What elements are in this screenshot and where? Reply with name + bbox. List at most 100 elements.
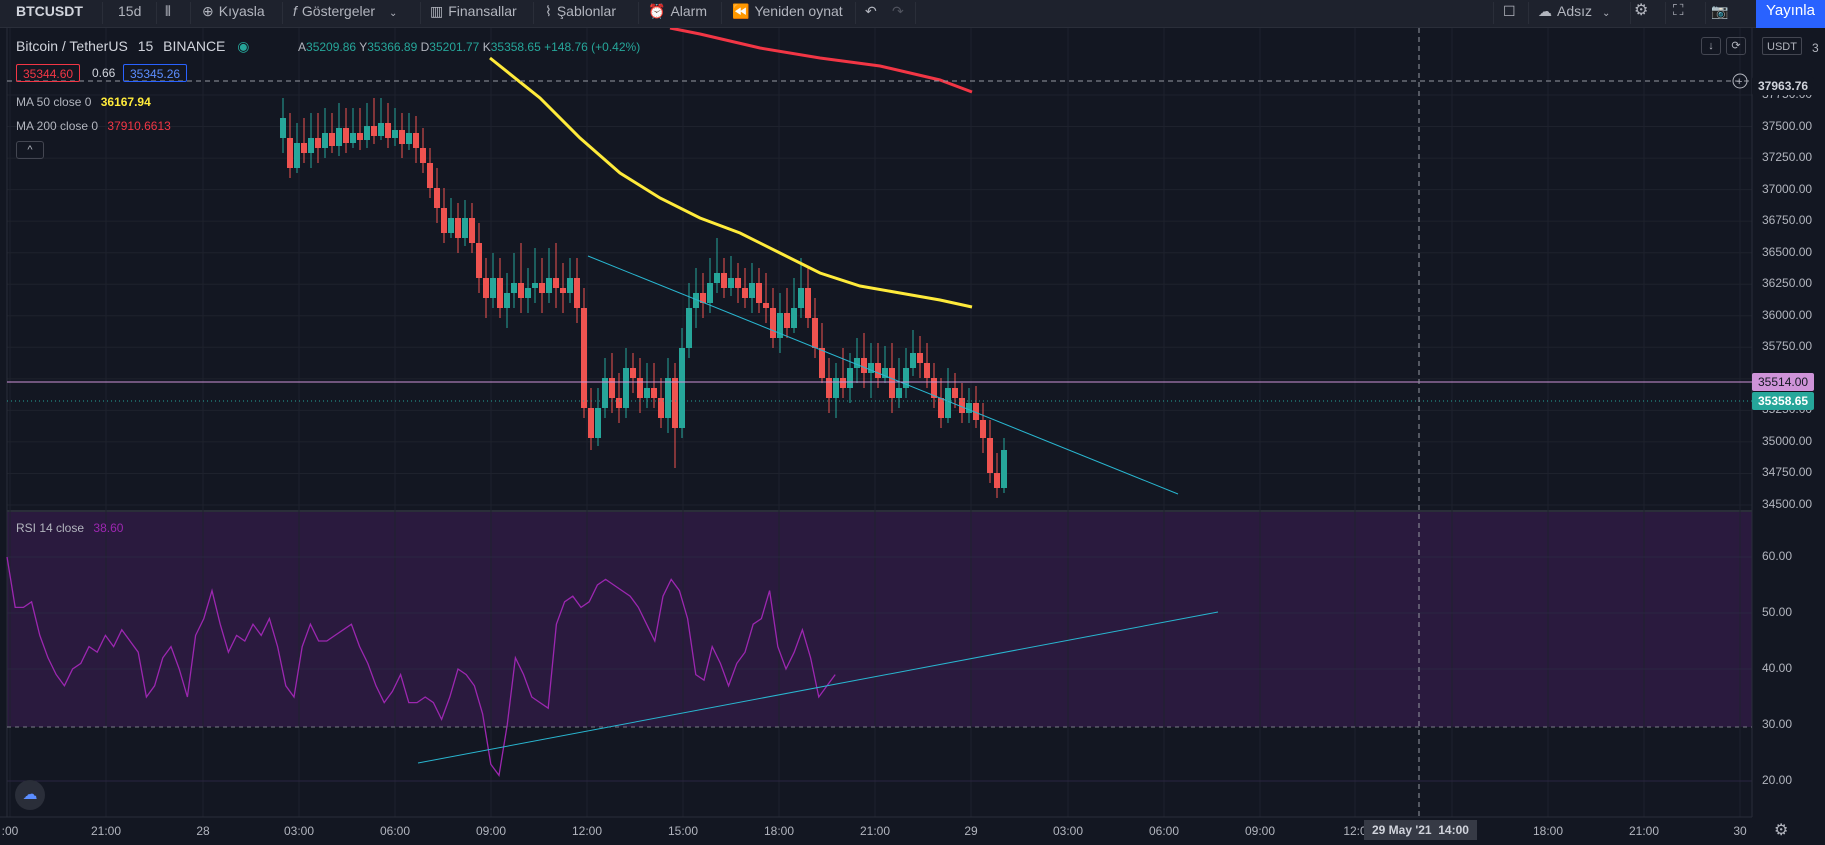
symbol-legend[interactable]: Bitcoin / TetherUS 15 BINANCE ◉ [16, 38, 250, 55]
chart-type-button[interactable]: ⫴ [165, 0, 176, 28]
candle-body [567, 278, 573, 293]
finance-icon: ▥ [430, 3, 444, 19]
divider [915, 2, 916, 24]
candle-body [336, 128, 342, 146]
candle-body [329, 133, 335, 146]
candle-body [917, 353, 923, 363]
scroll-down-button[interactable]: ↓ [1701, 37, 1721, 55]
candle-body [777, 313, 783, 338]
price-tick: 35750.00 [1762, 339, 1813, 354]
chevron-down-icon: ⌄ [389, 8, 398, 19]
candle-body [847, 368, 853, 388]
time-tick: 12:00 [571, 824, 603, 838]
publish-button[interactable]: Yayınla [1756, 0, 1825, 28]
interval-button[interactable]: 15d [118, 3, 142, 19]
compare-button[interactable]: ⊕ Kıyasla [202, 0, 265, 28]
candle-body [350, 133, 356, 143]
candlestick-series [280, 98, 1007, 498]
candle-body [805, 288, 811, 318]
ma50-line [489, 56, 973, 309]
financials-label: Finansallar [448, 3, 517, 19]
rsi-label: RSI 14 close [16, 521, 85, 535]
candle-body [903, 368, 909, 388]
rsi-tick: 30.00 [1762, 717, 1793, 731]
candle-body [637, 378, 643, 398]
price-tick: 34750.00 [1762, 465, 1813, 480]
candle-body [833, 378, 839, 398]
high-value: 35366.89 [367, 40, 418, 54]
candle-body [448, 218, 454, 233]
high-label: Y [359, 40, 368, 54]
templates-button[interactable]: ⌇ Şablonlar [545, 0, 616, 28]
ma200-legend[interactable]: MA 200 close 0 37910.6613 [16, 119, 171, 133]
divider [190, 2, 191, 24]
indicators-button[interactable]: f Göstergeler ⌄ [293, 0, 402, 28]
candle-body [574, 278, 580, 308]
candle-body [882, 368, 888, 378]
collapse-legend-button[interactable]: ^ [16, 141, 44, 159]
candle-body [875, 363, 881, 378]
candle-body [889, 368, 895, 398]
time-tick: 18:00 [763, 824, 795, 838]
divider [282, 2, 283, 24]
fullscreen-icon: ⛶ [1673, 2, 1684, 19]
candle-body [945, 388, 951, 418]
undo-button[interactable]: ↶ [865, 0, 877, 28]
replay-label: Yeniden oynat [754, 3, 843, 19]
candle-body [868, 363, 874, 373]
tradingview-logo[interactable]: ☁ [15, 780, 45, 810]
candle-body [469, 218, 475, 243]
cloud-icon: ☁ [1538, 3, 1552, 19]
ma200-value: 37910.6613 [107, 119, 171, 133]
buy-price-button[interactable]: 35345.26 [123, 64, 188, 82]
price-trendline[interactable] [587, 255, 1179, 495]
rsi-tick: 40.00 [1762, 661, 1793, 675]
candle-body [700, 293, 706, 303]
candle-body [763, 303, 769, 308]
replay-button[interactable]: ⏪ Yeniden oynat [732, 0, 843, 28]
redo-button[interactable]: ↷ [892, 0, 904, 28]
fullscreen-button[interactable]: ⛶ [1673, 0, 1684, 28]
currency-label[interactable]: USDT [1762, 37, 1802, 55]
rsi-trendline[interactable] [417, 611, 1219, 764]
candle-body [672, 378, 678, 428]
divider [533, 2, 534, 24]
time-tick: 29 [964, 824, 978, 838]
candle-body [294, 143, 300, 168]
time-tick: 21:00 [859, 824, 891, 838]
candle-body [406, 133, 412, 144]
candle-body [497, 278, 503, 308]
divider [1630, 2, 1631, 24]
tv-logo-icon: ☁ [22, 786, 38, 803]
time-tick: 18:00 [1532, 824, 1564, 838]
crosshair-time-label: 29 May '21 14:00 [1364, 820, 1477, 840]
settings-button[interactable]: ⚙ [1634, 0, 1648, 28]
time-tick: 21:00 [90, 824, 122, 838]
candle-body [560, 288, 566, 293]
crosshair-plus-icon[interactable] [1732, 73, 1748, 89]
alert-button[interactable]: ⏰ Alarm [648, 0, 707, 28]
candle-body [504, 293, 510, 308]
financials-button[interactable]: ▥ Finansallar [430, 0, 517, 28]
ma50-legend[interactable]: MA 50 close 0 36167.94 [16, 95, 151, 109]
crosshair-plus-glyph: + [1736, 76, 1742, 88]
refresh-button[interactable]: ⟳ [1726, 37, 1746, 55]
layout-toggle-button[interactable]: ☐ [1503, 0, 1516, 28]
templates-label: Şablonlar [556, 3, 616, 19]
candle-body [952, 388, 958, 398]
chart-canvas[interactable]: + [0, 28, 1825, 845]
divider [1705, 2, 1706, 24]
candle-body [301, 143, 307, 153]
candle-body [623, 368, 629, 408]
candle-body [609, 378, 615, 398]
layout-name-button[interactable]: ☁ Adsız ⌄ [1538, 0, 1615, 28]
axis-settings-button[interactable]: ⚙ [1774, 820, 1788, 840]
symbol-search[interactable]: BTCUSDT [16, 3, 83, 19]
snapshot-button[interactable]: 📷 [1711, 0, 1728, 28]
low-value: 35201.77 [429, 40, 480, 54]
price-axis-background[interactable] [1752, 28, 1825, 817]
candle-body [287, 138, 293, 168]
candle-body [483, 278, 489, 298]
rsi-legend[interactable]: RSI 14 close 38.60 [16, 521, 123, 535]
sell-price-button[interactable]: 35344.60 [16, 64, 81, 82]
